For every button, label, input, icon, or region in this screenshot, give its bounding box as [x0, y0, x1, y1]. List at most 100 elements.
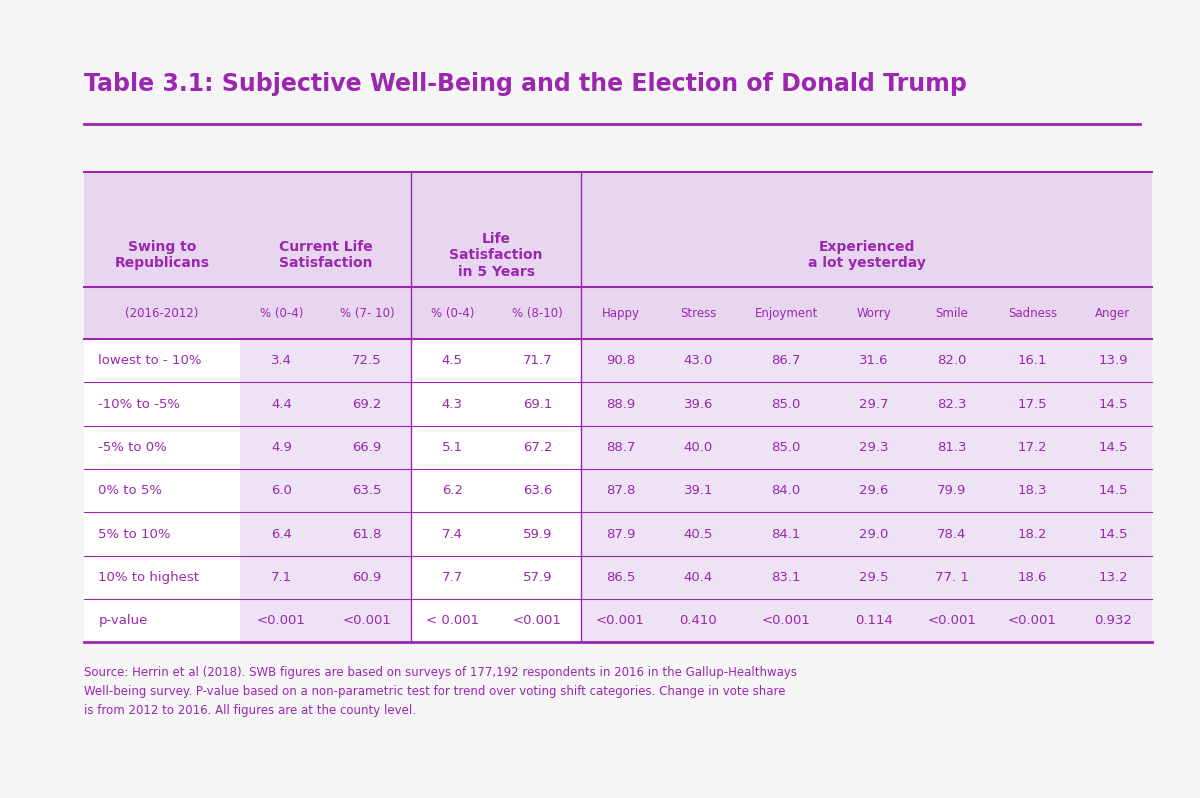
Text: Life
Satisfaction
in 5 Years: Life Satisfaction in 5 Years [449, 232, 542, 279]
Text: Anger: Anger [1096, 306, 1130, 320]
Text: 0% to 5%: 0% to 5% [98, 484, 162, 497]
Bar [582, 555, 1152, 599]
Bar [410, 512, 582, 555]
Bar [582, 339, 1152, 382]
Bar [240, 555, 410, 599]
Text: Happy: Happy [601, 306, 640, 320]
Bar [240, 339, 410, 382]
Text: 40.4: 40.4 [684, 571, 713, 584]
Text: 69.2: 69.2 [352, 397, 382, 411]
Text: 84.1: 84.1 [772, 527, 800, 540]
Text: 78.4: 78.4 [937, 527, 967, 540]
Text: 40.0: 40.0 [684, 441, 713, 454]
Text: Swing to
Republicans: Swing to Republicans [114, 240, 210, 271]
Text: 63.6: 63.6 [523, 484, 552, 497]
Text: < 0.001: < 0.001 [426, 614, 479, 627]
Text: 7.7: 7.7 [442, 571, 463, 584]
Text: <0.001: <0.001 [342, 614, 391, 627]
Text: 29.3: 29.3 [859, 441, 889, 454]
Text: 18.2: 18.2 [1018, 527, 1048, 540]
Text: 43.0: 43.0 [684, 354, 713, 367]
Text: Worry: Worry [857, 306, 892, 320]
Text: 18.3: 18.3 [1018, 484, 1048, 497]
Bar [410, 426, 582, 469]
Text: 77. 1: 77. 1 [935, 571, 968, 584]
Text: 29.0: 29.0 [859, 527, 889, 540]
Text: Source: Herrin et al (2018). SWB figures are based on surveys of 177,192 respond: Source: Herrin et al (2018). SWB figures… [84, 666, 797, 717]
Text: 67.2: 67.2 [523, 441, 552, 454]
Text: 63.5: 63.5 [352, 484, 382, 497]
Text: 14.5: 14.5 [1098, 397, 1128, 411]
Text: 39.6: 39.6 [684, 397, 713, 411]
Text: 72.5: 72.5 [352, 354, 382, 367]
Text: 71.7: 71.7 [523, 354, 552, 367]
Bar [84, 382, 240, 426]
Text: 29.7: 29.7 [859, 397, 889, 411]
Text: Sadness: Sadness [1008, 306, 1057, 320]
Text: <0.001: <0.001 [514, 614, 562, 627]
Bar [84, 555, 240, 599]
Text: 7.1: 7.1 [271, 571, 292, 584]
Text: <0.001: <0.001 [257, 614, 306, 627]
Text: 13.2: 13.2 [1098, 571, 1128, 584]
Text: Enjoyment: Enjoyment [755, 306, 818, 320]
Text: 60.9: 60.9 [353, 571, 382, 584]
Text: Stress: Stress [680, 306, 716, 320]
Text: 40.5: 40.5 [684, 527, 713, 540]
Text: 57.9: 57.9 [523, 571, 552, 584]
Bar [582, 426, 1152, 469]
Text: 5.1: 5.1 [442, 441, 463, 454]
Bar [240, 469, 410, 512]
Bar [582, 512, 1152, 555]
Text: 4.9: 4.9 [271, 441, 292, 454]
Bar [582, 599, 1152, 642]
Text: <0.001: <0.001 [928, 614, 977, 627]
Text: 16.1: 16.1 [1018, 354, 1048, 367]
Text: p-value: p-value [98, 614, 148, 627]
Text: Current Life
Satisfaction: Current Life Satisfaction [278, 240, 372, 271]
Text: 17.2: 17.2 [1018, 441, 1048, 454]
Text: 6.4: 6.4 [271, 527, 292, 540]
Bar [84, 426, 240, 469]
Bar [84, 512, 240, 555]
Text: 17.5: 17.5 [1018, 397, 1048, 411]
Text: 4.4: 4.4 [271, 397, 292, 411]
Bar [410, 555, 582, 599]
Text: % (0-4): % (0-4) [260, 306, 304, 320]
Bar [240, 512, 410, 555]
Bar [582, 172, 1152, 339]
Bar [84, 599, 240, 642]
Text: 7.4: 7.4 [442, 527, 463, 540]
Text: (2016-2012): (2016-2012) [125, 306, 199, 320]
Bar [410, 599, 582, 642]
Text: 69.1: 69.1 [523, 397, 552, 411]
Text: 90.8: 90.8 [606, 354, 635, 367]
Text: 81.3: 81.3 [937, 441, 967, 454]
Bar [410, 172, 582, 339]
Text: 88.9: 88.9 [606, 397, 635, 411]
Text: 87.9: 87.9 [606, 527, 635, 540]
Bar [582, 469, 1152, 512]
Text: 59.9: 59.9 [523, 527, 552, 540]
Bar [84, 469, 240, 512]
Text: 87.8: 87.8 [606, 484, 635, 497]
Text: 85.0: 85.0 [772, 397, 800, 411]
Text: <0.001: <0.001 [762, 614, 811, 627]
Text: 5% to 10%: 5% to 10% [98, 527, 170, 540]
Text: 18.6: 18.6 [1018, 571, 1048, 584]
Bar [240, 382, 410, 426]
Text: 88.7: 88.7 [606, 441, 635, 454]
Text: -10% to -5%: -10% to -5% [98, 397, 180, 411]
Text: 29.6: 29.6 [859, 484, 889, 497]
Text: lowest to - 10%: lowest to - 10% [98, 354, 202, 367]
Text: 82.3: 82.3 [937, 397, 967, 411]
Text: 66.9: 66.9 [353, 441, 382, 454]
Text: Table 3.1: Subjective Well-Being and the Election of Donald Trump: Table 3.1: Subjective Well-Being and the… [84, 72, 967, 96]
Text: 79.9: 79.9 [937, 484, 967, 497]
Text: 4.3: 4.3 [442, 397, 463, 411]
Bar [410, 382, 582, 426]
Text: 39.1: 39.1 [684, 484, 713, 497]
Text: <0.001: <0.001 [1008, 614, 1057, 627]
Bar [84, 172, 240, 339]
Bar [410, 469, 582, 512]
